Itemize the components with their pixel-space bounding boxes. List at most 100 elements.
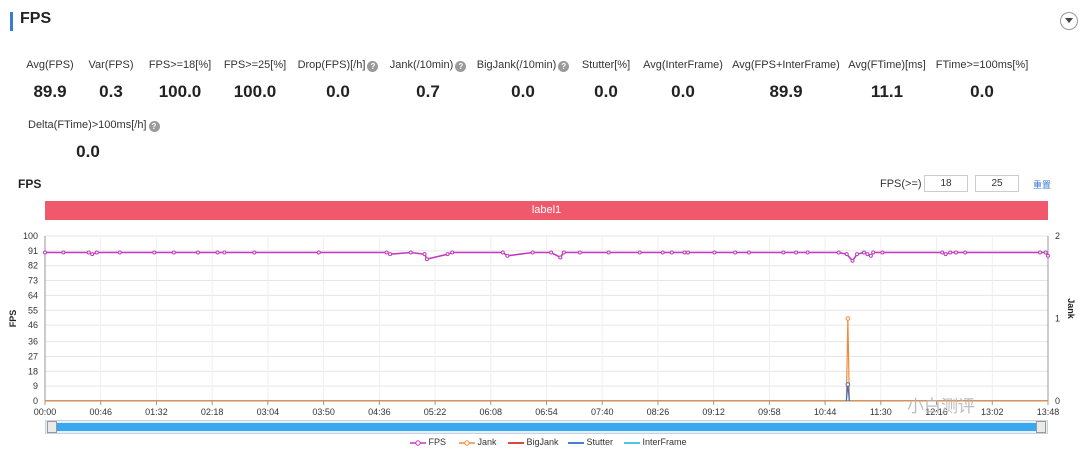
help-icon[interactable]: ? bbox=[455, 61, 467, 72]
series-point-fps bbox=[685, 250, 690, 255]
series-point-jank bbox=[845, 316, 851, 321]
series-point-fps bbox=[963, 250, 968, 255]
legend-item-bigjank[interactable]: BigJank bbox=[508, 437, 559, 447]
series-point-fps bbox=[252, 250, 257, 255]
metric-value: 0.0 bbox=[671, 82, 695, 101]
metric-value: 89.9 bbox=[33, 82, 67, 101]
x-tick-label: 11:30 bbox=[870, 407, 892, 417]
legend-marker-icon bbox=[624, 441, 640, 444]
y-tick-label: 91 bbox=[28, 246, 38, 256]
legend-item-fps[interactable]: FPS bbox=[410, 437, 446, 447]
x-tick-label: 07:40 bbox=[591, 407, 614, 417]
chart-title: FPS bbox=[18, 177, 42, 191]
series-point-fps bbox=[746, 250, 751, 255]
series-point-fps bbox=[61, 250, 66, 255]
y-tick-label: 27 bbox=[28, 351, 38, 361]
metric-9: Avg(FPS+InterFrame) 89.9 bbox=[726, 58, 846, 102]
series-point-fps bbox=[733, 250, 738, 255]
x-tick-label: 09:58 bbox=[758, 407, 781, 417]
metric-0: Avg(FPS) 89.9 bbox=[0, 58, 110, 102]
metric-label: Stutter[%] bbox=[546, 58, 666, 72]
metric-label-text: Drop(FPS)[/h] bbox=[297, 59, 366, 71]
watermark: 小白测评 bbox=[907, 397, 975, 416]
series-point-fps bbox=[682, 250, 687, 255]
y-tick-label: 18 bbox=[28, 366, 38, 376]
metric-2: FPS>=18[%] 100.0 bbox=[120, 58, 240, 102]
metric-value: 0.0 bbox=[76, 142, 100, 161]
legend-marker-icon bbox=[568, 441, 584, 444]
series-point-fps bbox=[1043, 250, 1048, 255]
series-point-fps bbox=[505, 253, 510, 258]
series-point-fps bbox=[561, 250, 566, 255]
header-accent-bar bbox=[10, 12, 13, 31]
series-point-fps bbox=[43, 250, 47, 255]
collapse-button[interactable] bbox=[1060, 12, 1078, 30]
series-point-fps bbox=[171, 250, 176, 255]
metric-label: FTime>=100ms[%] bbox=[922, 58, 1042, 72]
series-point-fps bbox=[424, 257, 429, 262]
metric-label-text: BigJank(/10min) bbox=[476, 59, 557, 71]
x-tick-label: 03:50 bbox=[312, 407, 335, 417]
metric-4: Drop(FPS)[/h]? 0.0 bbox=[278, 58, 398, 102]
metric-label: Avg(FPS) bbox=[0, 58, 110, 72]
x-tick-label: 01:32 bbox=[145, 407, 168, 417]
legend-item-stutter[interactable]: Stutter bbox=[568, 437, 613, 447]
help-icon[interactable]: ? bbox=[558, 61, 570, 72]
y-tick-label: 100 bbox=[23, 231, 38, 241]
series-point-fps bbox=[850, 258, 855, 263]
metric-11: FTime>=100ms[%] 0.0 bbox=[922, 58, 1042, 102]
series-point-fps bbox=[660, 250, 665, 255]
series-point-fps bbox=[195, 250, 200, 255]
metric-value: 0.0 bbox=[511, 82, 535, 101]
x-tick-label: 13:48 bbox=[1037, 407, 1060, 417]
y-tick-label: 64 bbox=[28, 290, 38, 300]
metric-value: 100.0 bbox=[233, 82, 277, 101]
help-icon[interactable]: ? bbox=[148, 121, 160, 132]
slider-handle-left[interactable] bbox=[47, 421, 57, 433]
x-tick-label: 06:54 bbox=[535, 407, 558, 417]
y2-tick-label: 0 bbox=[1055, 396, 1060, 406]
legend-label: Jank bbox=[477, 437, 497, 447]
series-point-fps bbox=[549, 250, 554, 255]
metric-value: 0.0 bbox=[594, 82, 618, 101]
y2-tick-label: 1 bbox=[1055, 314, 1060, 324]
metric-label-text: Avg(FTime)[ms] bbox=[848, 59, 926, 71]
help-icon[interactable]: ? bbox=[367, 61, 379, 72]
series-point-fps bbox=[940, 250, 945, 255]
series-point-fps bbox=[880, 250, 885, 255]
metric-label: BigJank(/10min)? bbox=[463, 58, 583, 72]
metric-label: Avg(FTime)[ms] bbox=[827, 58, 947, 72]
reset-button[interactable]: 重置 bbox=[1033, 180, 1052, 190]
x-tick-label: 03:04 bbox=[257, 407, 280, 417]
y2-axis-title: Jank bbox=[1066, 298, 1076, 320]
series-point-fps bbox=[117, 250, 122, 255]
fps-threshold-input-2[interactable] bbox=[975, 175, 1019, 192]
legend-item-interframe[interactable]: InterFrame bbox=[624, 437, 687, 447]
series-point-fps bbox=[90, 252, 95, 257]
slider-handle-right[interactable] bbox=[1036, 421, 1046, 433]
x-tick-label: 06:08 bbox=[480, 407, 503, 417]
series-point-fps bbox=[1037, 250, 1042, 255]
chart-legend: FPS Jank BigJank Stutter InterFrame bbox=[0, 437, 1080, 449]
label-band[interactable]: label1 bbox=[45, 201, 1048, 220]
series-point-fps bbox=[577, 250, 582, 255]
time-range-slider[interactable] bbox=[45, 420, 1048, 434]
fps-threshold-input-1[interactable] bbox=[924, 175, 968, 192]
series-point-fps bbox=[388, 252, 393, 257]
y-axis-title: FPS bbox=[8, 310, 18, 328]
series-point-fps bbox=[500, 250, 505, 255]
series-point-fps bbox=[152, 250, 157, 255]
metric-label-text: Avg(InterFrame) bbox=[643, 59, 723, 71]
metric-label-text: Var(FPS) bbox=[88, 59, 134, 71]
metric-value: 89.9 bbox=[769, 82, 803, 101]
metric-value: 100.0 bbox=[158, 82, 202, 101]
y2-tick-label: 2 bbox=[1055, 231, 1060, 241]
y-tick-label: 73 bbox=[28, 276, 38, 286]
series-point-fps bbox=[637, 250, 642, 255]
series-point-fps bbox=[94, 250, 99, 255]
metric-value: 0.7 bbox=[416, 82, 440, 101]
series-point-fps bbox=[530, 250, 535, 255]
series-point-fps bbox=[86, 250, 91, 255]
metric-value: 0.0 bbox=[970, 82, 994, 101]
legend-item-jank[interactable]: Jank bbox=[459, 437, 497, 447]
